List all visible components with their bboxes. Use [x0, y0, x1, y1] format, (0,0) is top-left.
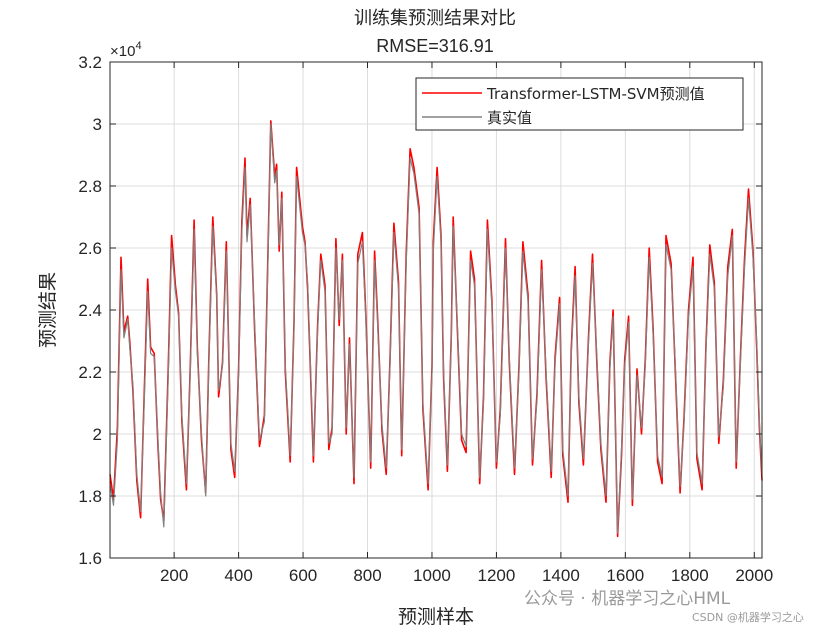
legend-box	[415, 77, 744, 131]
x-tick-label: 400	[224, 566, 252, 585]
y-tick-label: 1.6	[78, 549, 102, 568]
x-tick-labels: 200 400 600 800 1000 1200 1400 1600 1800 2000	[160, 566, 773, 585]
x-tick-label: 2000	[735, 566, 773, 585]
ticks	[110, 61, 762, 559]
watermark-line1: 公众号 · 机器学习之心HML	[524, 589, 731, 609]
y-tick-label: 2	[93, 425, 102, 444]
x-tick-label: 1200	[478, 566, 516, 585]
x-tick-label: 1000	[413, 566, 451, 585]
plot-area	[109, 61, 763, 559]
legend: Transformer-LSTM-SVM预测值 真实值	[415, 77, 744, 131]
y-axis-exponent: ×104	[110, 40, 142, 60]
y-tick-label: 3.2	[78, 53, 102, 72]
x-tick-label: 600	[289, 566, 317, 585]
series-line-actual	[109, 123, 763, 534]
y-tick-label: 2.4	[78, 301, 102, 320]
legend-label-actual: 真实值	[487, 109, 532, 127]
chart-subtitle: RMSE=316.91	[376, 36, 494, 56]
y-tick-label: 3	[93, 115, 102, 134]
legend-label-predicted: Transformer-LSTM-SVM预测值	[486, 85, 705, 103]
y-axis-label: 预测结果	[37, 272, 59, 348]
y-tick-labels: 1.6 1.8 2 2.2 2.4 2.6 2.8 3 3.2	[78, 53, 102, 568]
series-layer	[109, 120, 763, 538]
y-tick-label: 2.2	[78, 363, 102, 382]
y-tick-label: 1.8	[78, 487, 102, 506]
chart-title: 训练集预测结果对比	[354, 8, 516, 29]
x-tick-label: 1800	[671, 566, 709, 585]
x-tick-label: 800	[353, 566, 381, 585]
x-tick-label: 1600	[606, 566, 644, 585]
y-tick-label: 2.6	[78, 239, 102, 258]
x-tick-label: 1400	[542, 566, 580, 585]
watermark-line2: CSDN @机器学习之心	[692, 610, 804, 624]
x-axis-label: 预测样本	[398, 606, 474, 628]
y-tick-label: 2.8	[78, 177, 102, 196]
x-tick-label: 200	[160, 566, 188, 585]
y-axis-exponent-power: 4	[135, 40, 141, 52]
y-axis-exponent-base: ×10	[110, 43, 135, 60]
